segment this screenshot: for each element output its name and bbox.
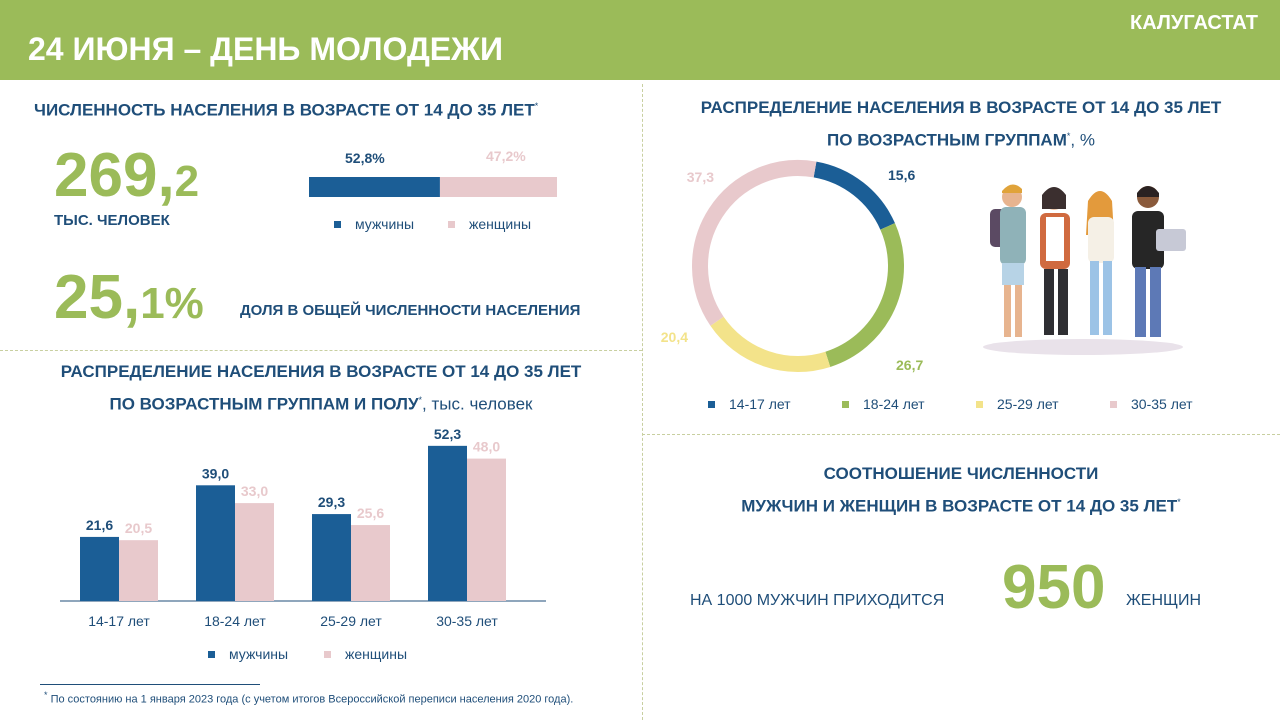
donut-legend-label: 18-24 лет [863, 396, 925, 412]
donut-legend-label: 25-29 лет [997, 396, 1059, 412]
gender-split-bar [309, 177, 557, 197]
age-groups-title: РАСПРЕДЕЛЕНИЕ НАСЕЛЕНИЯ В ВОЗРАСТЕ ОТ 14… [700, 98, 1222, 150]
legend-women-swatch-2 [324, 650, 331, 658]
bar-women [467, 458, 506, 601]
donut-legend-swatch [1110, 400, 1117, 408]
donut-legend-swatch [842, 400, 849, 408]
bar-women [235, 503, 274, 601]
donut-slice [825, 223, 904, 367]
bar-men [196, 485, 235, 601]
donut-slice [813, 161, 895, 230]
bar-value-label: 25,6 [357, 505, 384, 521]
divider-left [0, 350, 642, 351]
donut-value-label: 26,7 [896, 357, 923, 373]
donut-value-label: 37,3 [687, 169, 714, 185]
header-bar: 24 ИЮНЯ – ДЕНЬ МОЛОДЕЖИ КАЛУГАСТАТ [0, 0, 1280, 80]
donut-legend-item: 30-35 лет [1110, 396, 1193, 412]
donut-slice [710, 316, 831, 372]
donut-legend-swatch [708, 400, 715, 408]
footnote: * По состоянию на 1 января 2023 года (с … [44, 690, 574, 706]
donut-legend-item: 14-17 лет [708, 396, 791, 412]
men-pct-label: 52,8% [345, 150, 385, 166]
x-tick-label: 30-35 лет [436, 613, 498, 629]
legend-men-top: мужчины [334, 216, 414, 232]
page-title: 24 ИЮНЯ – ДЕНЬ МОЛОДЕЖИ [28, 31, 504, 67]
x-tick-label: 18-24 лет [204, 613, 266, 629]
donut-value-label: 15,6 [888, 167, 915, 183]
share-label: ДОЛЯ В ОБЩЕЙ ЧИСЛЕННОСТИ НАСЕЛЕНИЯ [240, 302, 581, 319]
legend-women-swatch [448, 220, 455, 228]
legend-women-bottom: женщины [324, 646, 407, 662]
divider-right [642, 434, 1280, 435]
legend-women-top: женщины [448, 216, 531, 232]
x-tick-label: 14-17 лет [88, 613, 150, 629]
ratio-title: СООТНОШЕНИЕ ЧИСЛЕННОСТИ МУЖЧИН И ЖЕНЩИН … [741, 464, 1181, 516]
population-title: ЧИСЛЕННОСТЬ НАСЕЛЕНИЯ В ВОЗРАСТЕ ОТ 14 Д… [34, 100, 539, 120]
legend-men-swatch [334, 220, 341, 228]
bar-women [351, 525, 390, 601]
donut-legend-swatch [976, 400, 983, 408]
donut-legend-label: 30-35 лет [1131, 396, 1193, 412]
gender-bar-segment [439, 177, 557, 197]
bar-value-label: 48,0 [473, 439, 500, 455]
bar-women [119, 540, 158, 601]
bar-value-label: 52,3 [434, 426, 461, 442]
bar-value-label: 39,0 [202, 465, 229, 481]
donut-slice [692, 160, 817, 326]
population-value: 269,2 [54, 141, 200, 210]
share-value: 25,1% [54, 263, 204, 332]
bar-men [80, 536, 119, 601]
ratio-value: 950 [1002, 553, 1106, 622]
donut-legend-label: 14-17 лет [729, 396, 791, 412]
bar-value-label: 29,3 [318, 494, 345, 510]
population-unit: ТЫС. ЧЕЛОВЕК [54, 212, 170, 229]
young-people-illustration [983, 184, 1186, 355]
age-gender-title: РАСПРЕДЕЛЕНИЕ НАСЕЛЕНИЯ В ВОЗРАСТЕ ОТ 14… [60, 362, 582, 414]
legend-men-swatch-2 [208, 650, 215, 658]
women-pct-label: 47,2% [486, 148, 526, 164]
bar-value-label: 33,0 [241, 483, 268, 499]
bar-value-label: 21,6 [86, 517, 113, 533]
bar-men [428, 445, 467, 601]
legend-men-bottom: мужчины [208, 646, 288, 662]
org-name: КАЛУГАСТАТ [1130, 12, 1258, 34]
bar-value-label: 20,5 [125, 520, 152, 536]
donut-legend-item: 18-24 лет [842, 396, 925, 412]
gender-bar-segment [309, 177, 440, 197]
donut-value-label: 20,4 [661, 329, 688, 345]
donut-legend-item: 25-29 лет [976, 396, 1059, 412]
ratio-suffix: ЖЕНЩИН [1126, 592, 1202, 609]
age-groups-donut-chart: 15,6 26,7 20,4 37,3 [661, 160, 923, 373]
age-gender-bar-chart: 21,6 20,5 14-17 лет 39,0 33,0 18-24 лет 29,3 25… [60, 426, 546, 629]
ratio-prefix: НА 1000 МУЖЧИН ПРИХОДИТСЯ [690, 592, 945, 609]
divider-vertical [642, 84, 643, 720]
x-tick-label: 25-29 лет [320, 613, 382, 629]
bar-men [312, 514, 351, 601]
footnote-line [40, 684, 260, 685]
